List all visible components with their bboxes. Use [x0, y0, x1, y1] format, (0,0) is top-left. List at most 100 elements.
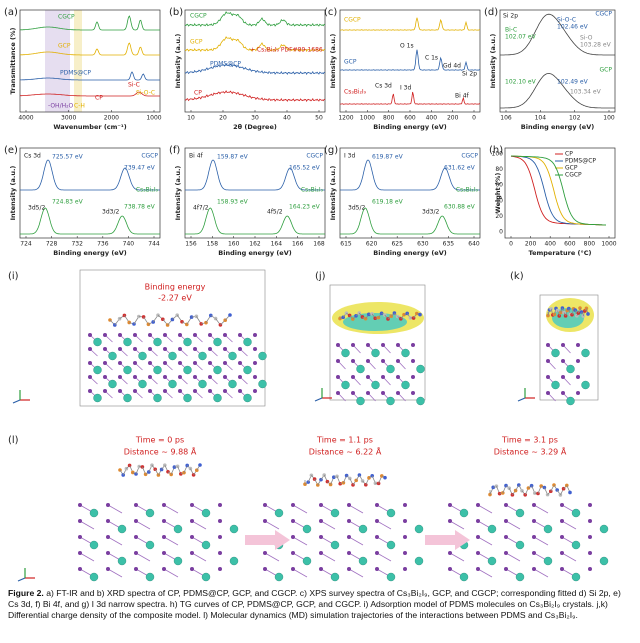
atom	[302, 524, 312, 534]
atom	[134, 519, 138, 523]
bond	[320, 552, 336, 562]
bond	[107, 536, 123, 546]
atom	[218, 503, 222, 507]
x-tick-label: 1000	[360, 115, 375, 122]
atom	[193, 333, 197, 337]
atom	[274, 508, 284, 518]
annotation: Si-C	[128, 82, 140, 89]
x-tick-label: 1000	[601, 241, 616, 248]
x-tick-label: 740	[123, 241, 135, 248]
atom	[416, 396, 425, 406]
atom	[549, 489, 553, 494]
annotation: CGCP	[306, 153, 323, 160]
atom	[532, 503, 536, 507]
atom	[88, 361, 92, 365]
atom	[386, 572, 396, 582]
annotation: 158.93 eV	[217, 199, 249, 206]
atom	[189, 315, 194, 319]
atom	[223, 389, 227, 393]
x-tick-label: 104	[535, 115, 547, 122]
atom	[190, 503, 194, 507]
atom	[336, 375, 340, 379]
annotation: Si-O-C	[557, 17, 576, 24]
atom	[588, 535, 592, 539]
atom	[243, 337, 252, 347]
curve	[19, 15, 160, 31]
annotation: 4f5/2	[267, 209, 283, 216]
curve	[510, 155, 607, 226]
atom	[543, 556, 553, 566]
atom	[182, 470, 186, 475]
atom	[375, 519, 379, 523]
atom	[108, 379, 117, 389]
atom	[523, 493, 527, 497]
atom	[476, 567, 480, 571]
atom	[381, 359, 385, 363]
x-tick-label: 620	[366, 241, 378, 248]
annotation: I 3d	[400, 85, 411, 92]
atom	[168, 351, 177, 361]
panel-label: (a)	[4, 7, 18, 18]
atom	[532, 567, 536, 571]
annotation: C-H	[74, 103, 85, 110]
atom	[418, 312, 422, 317]
x-tick-label: 164	[271, 241, 283, 248]
atom	[208, 347, 212, 351]
atom	[358, 524, 368, 534]
atom	[546, 375, 550, 379]
annotation: O 1s	[400, 43, 414, 50]
atom	[448, 503, 452, 507]
curve	[500, 13, 615, 56]
y-axis-label: Transmittance (%)	[9, 27, 17, 94]
atom	[476, 535, 480, 539]
curve	[500, 72, 615, 109]
curve	[184, 36, 326, 53]
bond	[163, 536, 179, 546]
x-axis-label: 2θ (Degree)	[233, 123, 277, 131]
atom	[148, 347, 152, 351]
atom	[78, 551, 82, 555]
atom	[134, 551, 138, 555]
atom	[536, 491, 540, 496]
atom	[213, 365, 222, 375]
atom	[351, 359, 355, 363]
atom	[168, 379, 177, 389]
atom	[599, 556, 609, 566]
annotation: 159.87 eV	[217, 154, 249, 161]
x-tick-label: 50	[315, 115, 323, 122]
bond	[561, 520, 577, 530]
atom	[133, 389, 137, 393]
legend-label: PDMS@CP	[565, 158, 596, 165]
annotation: + Cs₃Bi₂I₉ PDF#89-1686	[250, 47, 323, 54]
atom	[476, 503, 480, 507]
atom	[93, 365, 102, 375]
atom	[178, 389, 182, 393]
atom	[341, 348, 350, 358]
atom	[218, 519, 222, 523]
atom	[134, 503, 138, 507]
bond	[320, 520, 336, 530]
x-axis-label: Binding energy (eV)	[373, 249, 446, 257]
atom	[93, 393, 102, 403]
atom	[93, 337, 102, 347]
atom	[198, 379, 207, 389]
atom	[118, 333, 122, 337]
atom	[416, 364, 425, 374]
annotation: Bi 4f	[455, 93, 470, 100]
annotation: Distance ~ 3.29 Å	[494, 446, 567, 457]
atom	[487, 556, 497, 566]
plot-frame	[499, 9, 616, 113]
annotation: PDMS@CP	[60, 70, 91, 77]
atom	[559, 310, 563, 315]
annotation: GCP	[58, 43, 71, 50]
axis	[12, 399, 21, 404]
curve	[339, 17, 480, 31]
bond	[348, 536, 364, 546]
bond	[264, 552, 280, 562]
atom	[381, 375, 385, 379]
atom	[193, 361, 197, 365]
atom	[504, 503, 508, 507]
atom	[396, 359, 400, 363]
caption-text: a) FT-IR and b) XRD spectra of CP, PDMS@…	[8, 588, 621, 620]
curve	[184, 90, 326, 103]
